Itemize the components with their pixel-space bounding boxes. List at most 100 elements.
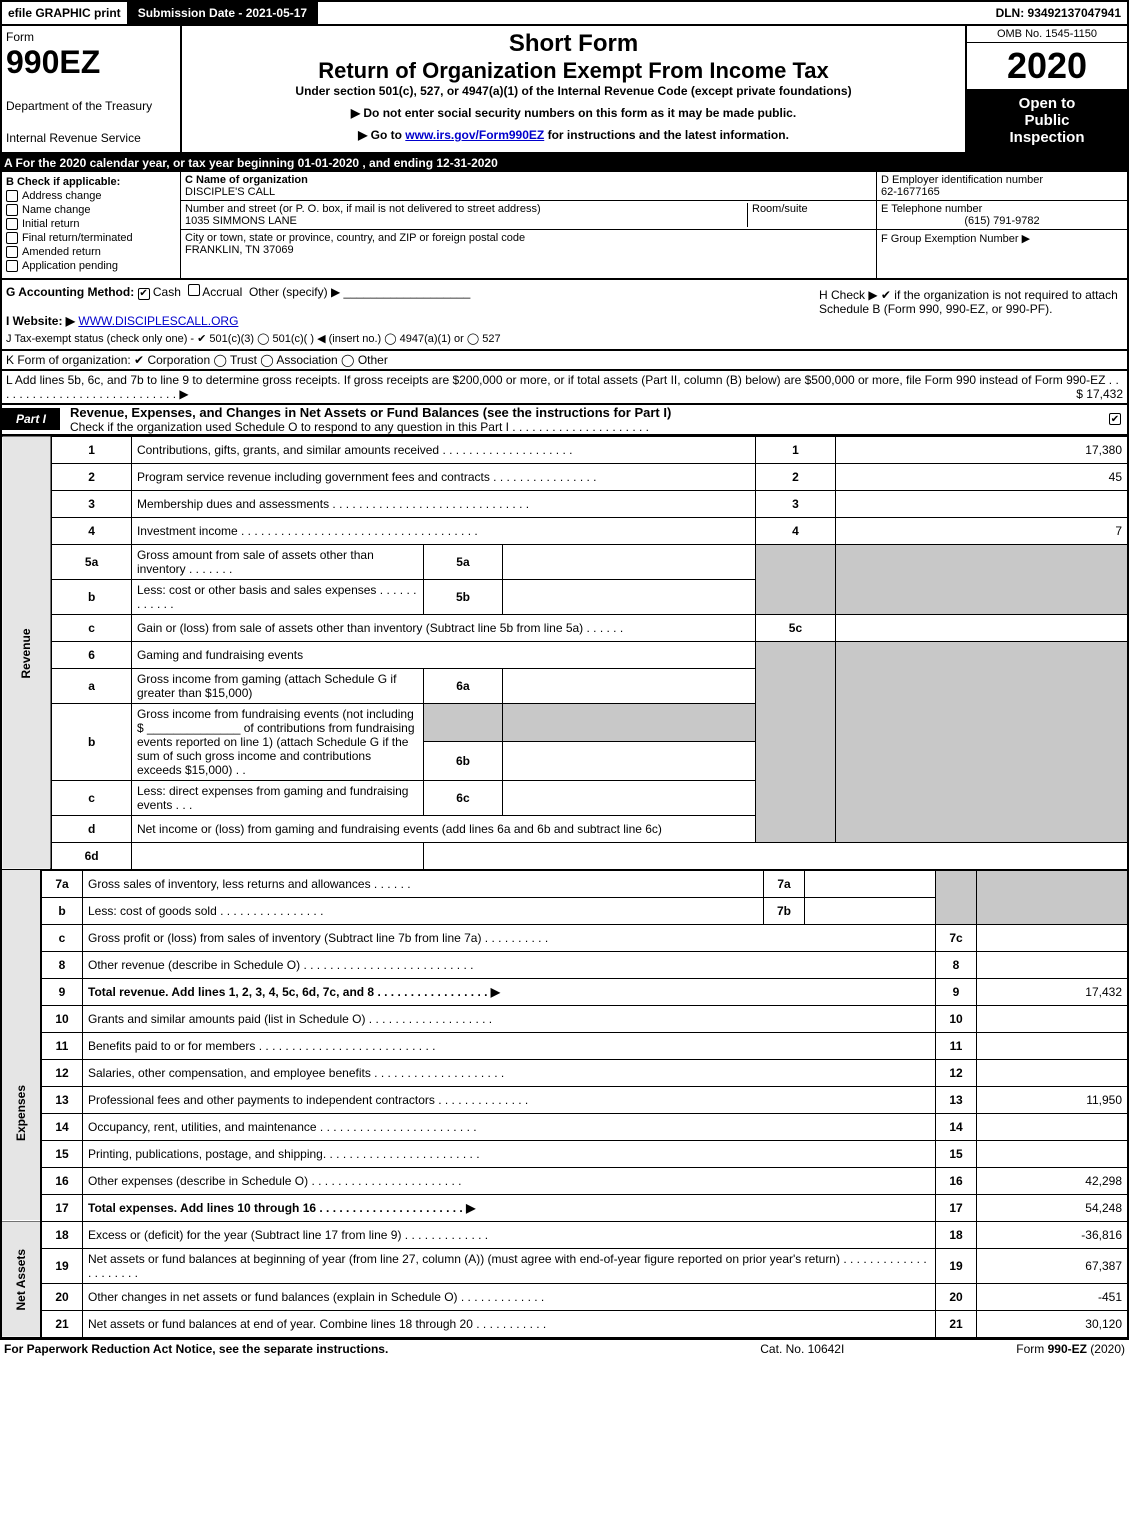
r5a-sub: 5a <box>423 544 502 579</box>
r6c-sub: 6c <box>423 780 502 815</box>
r5b-val <box>503 579 756 614</box>
r5a-num: 5a <box>51 544 131 579</box>
org-csz: FRANKLIN, TN 37069 <box>185 244 294 256</box>
r1-num: 1 <box>51 436 131 463</box>
form-number: 990EZ <box>6 44 176 81</box>
box-b: B Check if applicable: Address change Na… <box>2 172 181 278</box>
e17-box: 17 <box>936 1194 977 1221</box>
r6b-grey-val <box>503 703 756 742</box>
e11-desc: Benefits paid to or for members . . . . … <box>83 1032 936 1059</box>
chk-name[interactable] <box>6 204 18 216</box>
r9-desc-b: Total revenue. Add lines 1, 2, 3, 4, 5c,… <box>88 985 500 999</box>
r5a-val <box>503 544 756 579</box>
chk-pending[interactable] <box>6 260 18 272</box>
irs-link[interactable]: www.irs.gov/Form990EZ <box>405 128 544 142</box>
r8-desc: Other revenue (describe in Schedule O) .… <box>83 951 936 978</box>
n19-amt: 67,387 <box>977 1248 1129 1283</box>
r8-box: 8 <box>936 951 977 978</box>
r6-greyamt <box>835 641 1128 842</box>
r5b-desc: Less: cost or other basis and sales expe… <box>131 579 423 614</box>
footer-mid: Cat. No. 10642I <box>560 1342 844 1356</box>
r5b-num: b <box>51 579 131 614</box>
e13-box: 13 <box>936 1086 977 1113</box>
e15-desc: Printing, publications, postage, and shi… <box>83 1140 936 1167</box>
part1-header: Part I Revenue, Expenses, and Changes in… <box>0 405 1129 436</box>
e10-num: 10 <box>41 1005 83 1032</box>
r7b-desc: Less: cost of goods sold . . . . . . . .… <box>83 897 764 924</box>
r5-greybox <box>756 544 835 614</box>
d-label: D Employer identification number <box>881 174 1043 186</box>
n19-box: 19 <box>936 1248 977 1283</box>
r2-desc: Program service revenue including govern… <box>131 463 755 490</box>
instr2-prefix: ▶ Go to <box>358 128 405 142</box>
e17-num: 17 <box>41 1194 83 1221</box>
e10-desc: Grants and similar amounts paid (list in… <box>83 1005 936 1032</box>
r1-desc: Contributions, gifts, grants, and simila… <box>131 436 755 463</box>
r3-desc: Membership dues and assessments . . . . … <box>131 490 755 517</box>
r5c-num: c <box>51 614 131 641</box>
ein: 62-1677165 <box>881 186 940 198</box>
side-revenue-b <box>1 870 41 1005</box>
r6a-sub: 6a <box>423 668 502 703</box>
g-other: Other (specify) ▶ <box>249 285 340 299</box>
r6-desc: Gaming and fundraising events <box>131 641 755 668</box>
r5c-amt <box>835 614 1128 641</box>
side-expenses: Expenses <box>1 1005 41 1221</box>
n21-desc: Net assets or fund balances at end of ye… <box>83 1310 936 1338</box>
g-label: G Accounting Method: <box>6 285 134 299</box>
r6c-val <box>503 780 756 815</box>
tax-year: 2020 <box>967 43 1127 89</box>
chk-final[interactable] <box>6 232 18 244</box>
n18-amt: -36,816 <box>977 1221 1129 1248</box>
open3: Inspection <box>967 129 1127 146</box>
n20-desc: Other changes in net assets or fund bala… <box>83 1283 936 1310</box>
part1-label: Part I <box>2 408 60 430</box>
r8-num: 8 <box>41 951 83 978</box>
r5a-desc: Gross amount from sale of assets other t… <box>131 544 423 579</box>
c-label: C Name of organization <box>185 174 308 186</box>
line-i: I Website: ▶ WWW.DISCIPLESCALL.ORG <box>6 314 775 328</box>
r6-greybox <box>756 641 835 842</box>
g-cash: Cash <box>153 285 181 299</box>
chk-amended[interactable] <box>6 246 18 258</box>
n20-num: 20 <box>41 1283 83 1310</box>
e17-desc: Total expenses. Add lines 10 through 16 … <box>83 1194 936 1221</box>
chk-initial[interactable] <box>6 218 18 230</box>
e15-amt <box>977 1140 1129 1167</box>
chk-cash[interactable] <box>138 288 150 300</box>
r7-greyamt <box>977 870 1129 924</box>
e16-amt: 42,298 <box>977 1167 1129 1194</box>
org-addr: 1035 SIMMONS LANE <box>185 215 297 227</box>
r2-box: 2 <box>756 463 835 490</box>
e10-box: 10 <box>936 1005 977 1032</box>
r6a-val <box>503 668 756 703</box>
r7c-desc: Gross profit or (loss) from sales of inv… <box>83 924 936 951</box>
e12-amt <box>977 1059 1129 1086</box>
r7a-num: 7a <box>41 870 83 897</box>
line-g: G Accounting Method: Cash Accrual Other … <box>6 284 775 300</box>
e12-box: 12 <box>936 1059 977 1086</box>
line-k: K Form of organization: ✔ Corporation ◯ … <box>0 351 1129 371</box>
n21-num: 21 <box>41 1310 83 1338</box>
website-link[interactable]: WWW.DISCIPLESCALL.ORG <box>78 314 238 328</box>
form-title: Return of Organization Exempt From Incom… <box>186 58 961 84</box>
e12-desc: Salaries, other compensation, and employ… <box>83 1059 936 1086</box>
l-amount: $ 17,432 <box>1076 387 1123 401</box>
e14-num: 14 <box>41 1113 83 1140</box>
chk-address[interactable] <box>6 190 18 202</box>
part1-checkbox[interactable] <box>1109 413 1121 425</box>
e13-amt: 11,950 <box>977 1086 1129 1113</box>
r7b-sub: 7b <box>764 897 805 924</box>
opt-initial: Initial return <box>22 218 79 230</box>
tax-period: A For the 2020 calendar year, or tax yea… <box>0 154 1129 172</box>
chk-accrual[interactable] <box>188 284 200 296</box>
e16-num: 16 <box>41 1167 83 1194</box>
csz-label: City or town, state or province, country… <box>185 232 525 244</box>
omb-number: OMB No. 1545-1150 <box>967 26 1127 43</box>
open2: Public <box>967 112 1127 129</box>
form-header: Form 990EZ Department of the Treasury In… <box>0 26 1129 154</box>
side-revenue: Revenue <box>1 436 51 870</box>
top-bar: efile GRAPHIC print Submission Date - 20… <box>0 0 1129 26</box>
r6d-desc: Net income or (loss) from gaming and fun… <box>131 815 755 842</box>
r7-greybox <box>936 870 977 924</box>
